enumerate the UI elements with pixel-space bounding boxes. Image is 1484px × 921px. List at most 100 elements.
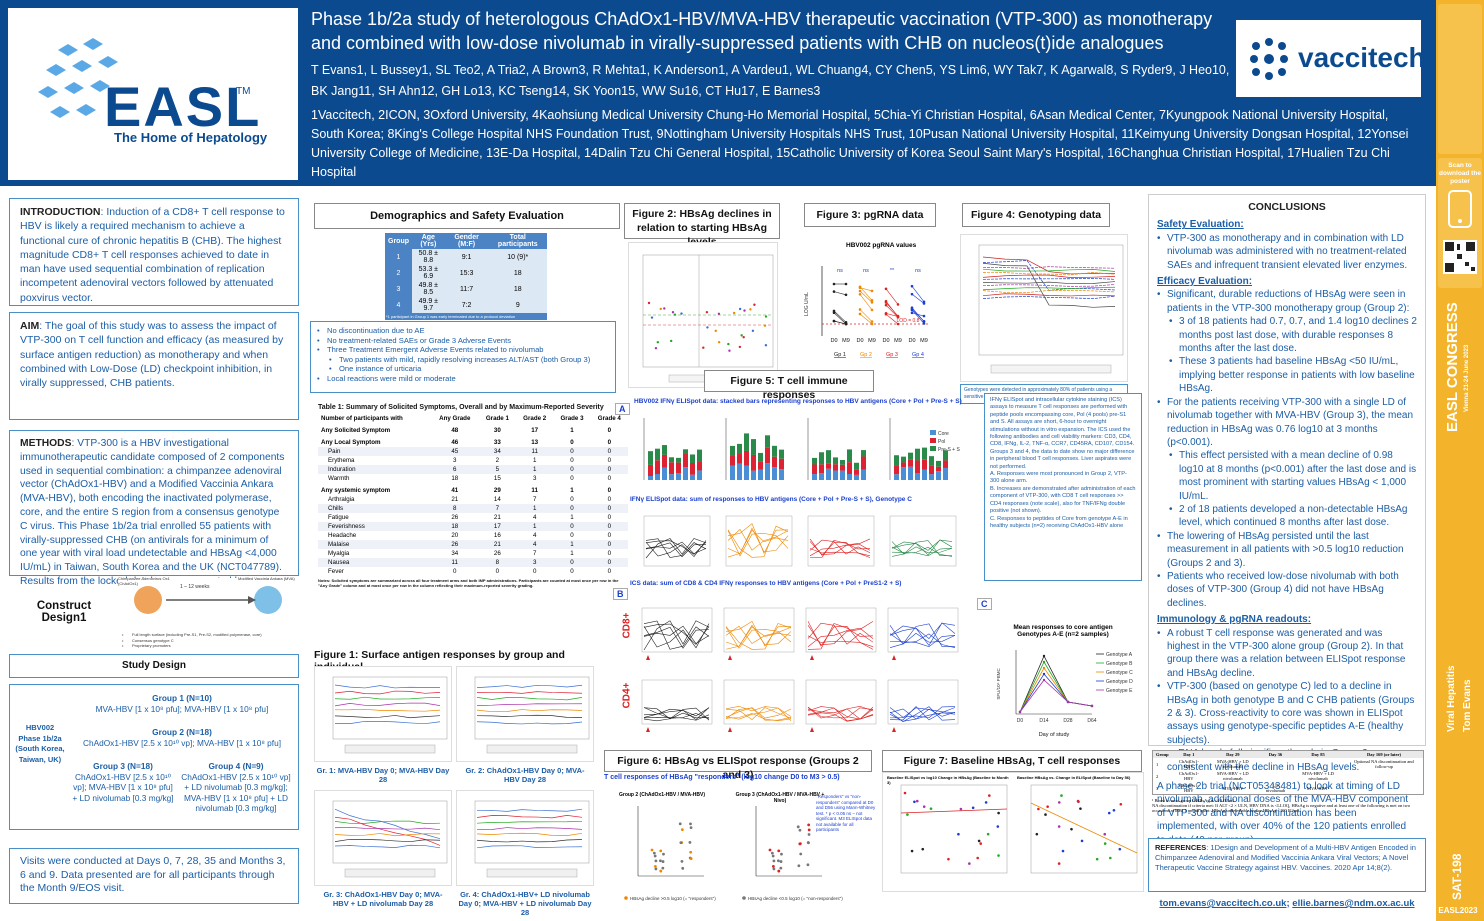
data-point bbox=[796, 825, 800, 829]
plot-frame bbox=[725, 515, 793, 567]
fig1-chart-3 bbox=[314, 790, 452, 886]
table-cell: 18 bbox=[451, 523, 459, 530]
series-line bbox=[891, 540, 953, 557]
table-cell: 20 bbox=[451, 532, 459, 539]
table-row: Fever 0 0 0 0 0 bbox=[318, 567, 628, 576]
safety-list: No discontinuation due to AENo treatment… bbox=[317, 326, 609, 384]
series-line bbox=[725, 624, 792, 647]
subject-line bbox=[833, 291, 847, 296]
subject-line bbox=[885, 288, 899, 305]
table-cell: 8 bbox=[453, 505, 457, 512]
table-cell: 18 bbox=[488, 265, 547, 281]
series-line bbox=[725, 707, 792, 721]
qr-code-icon[interactable] bbox=[1443, 240, 1477, 274]
table-row: Fatigue 26 21 4 1 0 bbox=[318, 513, 628, 522]
stacked-bar bbox=[847, 462, 852, 474]
stacked-bar bbox=[772, 467, 777, 480]
table-cell bbox=[1345, 770, 1424, 782]
dose-arrow bbox=[728, 727, 732, 732]
safety-item: Two patients with mild, rapidly resolvin… bbox=[317, 355, 609, 365]
table-cell: 2 bbox=[1156, 773, 1159, 779]
data-point bbox=[832, 309, 836, 313]
efficacy-conclusions: Significant, durable reductions of HBsAg… bbox=[1157, 288, 1417, 610]
table-cell: Optional NA discontinuation and follow-u… bbox=[1354, 759, 1414, 769]
data-point bbox=[689, 826, 693, 829]
table-cell: MVA-HBV + LD nivolumab bbox=[1217, 771, 1249, 781]
dose-arrow bbox=[892, 655, 896, 660]
series-line bbox=[727, 523, 789, 554]
contact-email-1[interactable]: tom.evans@vaccitech.co.uk bbox=[1159, 898, 1287, 909]
table-cell: 4 bbox=[532, 541, 537, 548]
stacked-bar bbox=[854, 474, 859, 480]
construct-note: Proprietary promoters bbox=[122, 643, 262, 649]
table-cell: Myalgia bbox=[328, 550, 350, 557]
table-cell: 21 bbox=[451, 496, 459, 503]
legend-label: Pre-S + S bbox=[938, 447, 960, 453]
data-point bbox=[971, 806, 975, 810]
series-line bbox=[889, 633, 956, 649]
header: EASL TM The Home of Hepatology Phase 1b/… bbox=[0, 0, 1432, 186]
data-point bbox=[653, 854, 657, 858]
series-line bbox=[727, 530, 789, 557]
stacked-bar bbox=[751, 454, 756, 471]
fig3-title: Figure 3: pgRNA data bbox=[804, 203, 936, 227]
stacked-bar bbox=[737, 463, 742, 480]
table-cell: MVA-HBV¹ bbox=[1306, 785, 1330, 791]
plot-frame bbox=[805, 607, 877, 653]
plot-frame bbox=[332, 800, 448, 864]
contact-email-2[interactable]: ellie.barnes@ndm.ox.ac.uk bbox=[1292, 898, 1415, 909]
series-line bbox=[476, 691, 583, 694]
stacked-bar bbox=[833, 464, 838, 471]
stacked-bar bbox=[915, 473, 920, 480]
table-row: Warmth 18 15 3 0 0 bbox=[318, 474, 628, 483]
table-cell bbox=[1345, 782, 1424, 795]
stacked-bar bbox=[943, 460, 948, 468]
y-axis-label: SFU/10⁶ PBMC bbox=[996, 668, 1001, 700]
table-cell: MVA-HBV bbox=[1222, 785, 1244, 791]
dose-arrow bbox=[892, 727, 896, 732]
series-line bbox=[807, 622, 874, 645]
data-point bbox=[732, 311, 736, 315]
congress-panel: EASL CONGRESS Vienna 21-24 June 2023 Vir… bbox=[1438, 292, 1482, 762]
stacked-bar bbox=[758, 452, 763, 462]
data-point bbox=[1035, 832, 1039, 836]
stacked-bar bbox=[922, 459, 927, 470]
series-line bbox=[334, 833, 441, 837]
construct-diagram: 1 – 12 weeks Chimpanzee Adenovirus Ox1 (… bbox=[118, 576, 300, 652]
stacked-bar bbox=[908, 452, 913, 460]
safety-item: One instance of urticaria bbox=[317, 364, 609, 374]
conclusion-item: The lowering of HBsAg persisted until th… bbox=[1157, 530, 1417, 570]
table-cell: MVA-HBV + LD nivolumab bbox=[1217, 759, 1249, 769]
plot-frame bbox=[474, 800, 590, 864]
group-label: Gp 2 bbox=[860, 352, 872, 358]
stacked-bar bbox=[690, 463, 695, 475]
data-point bbox=[705, 310, 709, 314]
table-row: Headache 20 16 4 0 0 bbox=[318, 531, 628, 540]
series-line bbox=[725, 707, 792, 719]
stacked-bar bbox=[819, 473, 824, 480]
col-header: Day 1 bbox=[1171, 750, 1206, 758]
table-row: 1 50.8 ± 8.8 9:1 10 (9)* bbox=[385, 249, 547, 265]
data-point bbox=[659, 849, 663, 853]
table-cell: 3 bbox=[1156, 785, 1159, 791]
plot-frame bbox=[643, 515, 711, 567]
col-header: Group bbox=[385, 233, 412, 249]
series-line bbox=[643, 620, 710, 650]
data-point bbox=[922, 314, 926, 318]
plot-frame bbox=[978, 244, 1124, 356]
stacked-bar bbox=[648, 451, 653, 465]
col-header: Grade 1 bbox=[478, 414, 517, 423]
subject-line bbox=[885, 302, 899, 317]
data-point bbox=[906, 813, 909, 816]
safety-conclusions: VTP-300 as monotherapy and in combinatio… bbox=[1157, 232, 1417, 272]
col-header: Day 169 (or later) bbox=[1344, 750, 1424, 758]
data-point bbox=[870, 289, 874, 293]
dose-arrow bbox=[810, 655, 814, 660]
stacked-bar bbox=[779, 458, 784, 470]
stacked-bar bbox=[683, 449, 688, 454]
table-cell: 26 bbox=[451, 514, 459, 521]
easl-logo: EASL TM The Home of Hepatology bbox=[8, 8, 298, 180]
data-point bbox=[1103, 842, 1107, 845]
data-point bbox=[1057, 862, 1061, 865]
